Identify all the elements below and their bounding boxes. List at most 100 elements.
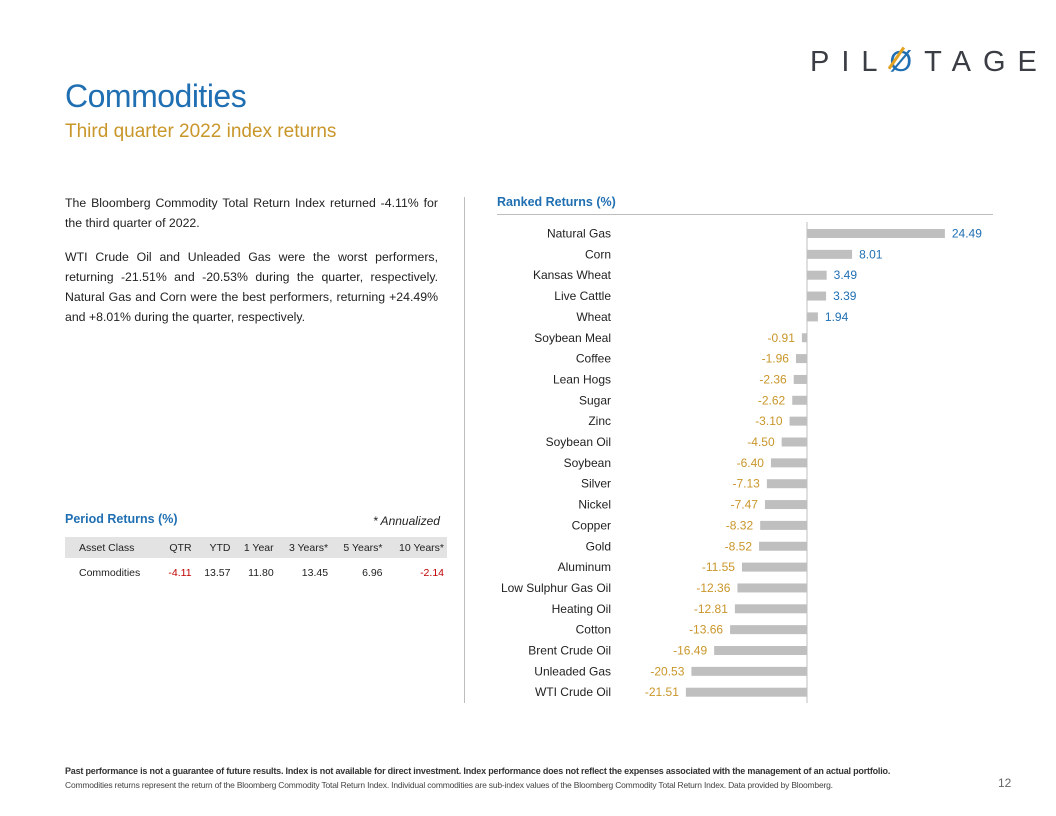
category-label: Unleaded Gas — [534, 664, 611, 678]
category-label: Low Sulphur Gas Oil — [501, 581, 611, 595]
data-label: -7.47 — [731, 498, 759, 512]
bar — [807, 270, 827, 280]
category-label: Zinc — [588, 414, 611, 428]
page-subtitle: Third quarter 2022 index returns — [65, 121, 337, 142]
category-label: Wheat — [576, 310, 611, 324]
category-label: Sugar — [579, 393, 611, 407]
bar — [760, 520, 807, 530]
table-cell: Commodities — [79, 567, 141, 579]
table-cell: -4.11 — [168, 567, 192, 579]
column-header: 5 Years* — [331, 537, 386, 558]
bar — [781, 437, 807, 447]
data-label: -12.81 — [694, 602, 728, 616]
data-label: 1.94 — [825, 310, 849, 324]
column-divider — [464, 197, 465, 703]
bar — [807, 249, 853, 259]
category-label: Silver — [581, 477, 611, 491]
category-label: Brent Crude Oil — [528, 644, 611, 658]
bar — [759, 541, 807, 551]
period-returns-title: Period Returns (%) — [65, 512, 178, 526]
bar — [741, 562, 807, 572]
data-label: -12.36 — [696, 581, 730, 595]
category-label: Lean Hogs — [553, 372, 611, 386]
data-label: 3.39 — [833, 289, 857, 303]
bar — [691, 666, 807, 676]
category-label: Kansas Wheat — [533, 268, 612, 282]
data-label: -11.55 — [702, 560, 735, 574]
table-cell: -2.14 — [420, 567, 444, 579]
data-label: -6.40 — [737, 456, 765, 470]
footer-note: Commodities returns represent the return… — [65, 780, 833, 790]
bar — [737, 583, 807, 593]
bar — [795, 354, 807, 364]
compass-icon: Ø — [889, 46, 925, 78]
data-label: -3.10 — [755, 414, 783, 428]
data-label: -2.36 — [759, 372, 787, 386]
category-label: Soybean Oil — [546, 435, 611, 449]
category-label: Aluminum — [558, 560, 611, 574]
summary-text: The Bloomberg Commodity Total Return Ind… — [65, 193, 438, 341]
data-label: 3.49 — [834, 268, 858, 282]
summary-paragraph-2: WTI Crude Oil and Unleaded Gas were the … — [65, 250, 438, 324]
column-header: Asset Class — [65, 537, 160, 558]
bar — [766, 479, 807, 489]
table-cell: 6.96 — [362, 567, 383, 579]
bar — [789, 416, 807, 426]
data-label: 8.01 — [859, 247, 883, 261]
category-label: Natural Gas — [547, 227, 611, 241]
table-cell: 13.57 — [204, 567, 231, 579]
column-header: YTD — [194, 537, 234, 558]
bar — [807, 312, 818, 322]
page-title: Commodities — [65, 78, 247, 114]
data-label: -8.52 — [725, 539, 753, 553]
category-label: Coffee — [576, 352, 611, 366]
data-label: -20.53 — [650, 664, 684, 678]
bar — [714, 646, 807, 655]
category-label: Heating Oil — [552, 602, 611, 616]
category-label: WTI Crude Oil — [535, 685, 611, 699]
category-label: Gold — [586, 539, 611, 553]
summary-paragraph-1: The Bloomberg Commodity Total Return Ind… — [65, 196, 438, 230]
category-label: Live Cattle — [554, 289, 611, 303]
data-label: -1.96 — [762, 352, 790, 366]
category-label: Soybean Meal — [534, 331, 611, 345]
column-header: 1 Year — [233, 537, 277, 558]
data-label: -4.50 — [747, 435, 775, 449]
page-number: 12 — [998, 776, 1012, 790]
table-header-row: Asset Class QTR YTD 1 Year 3 Years* 5 Ye… — [65, 537, 447, 558]
pilotage-logo: PILØTAGE — [810, 46, 1049, 78]
data-label: 24.49 — [952, 227, 982, 241]
category-label: Soybean — [564, 456, 611, 470]
bar — [685, 687, 807, 697]
footer-disclaimer: Past performance is not a guarantee of f… — [65, 766, 891, 776]
period-returns-table: Asset Class QTR YTD 1 Year 3 Years* 5 Ye… — [65, 537, 447, 588]
bar — [734, 604, 807, 614]
bar — [770, 458, 807, 468]
bar — [793, 374, 807, 384]
table-row: Commodities -4.11 13.57 11.80 13.45 6.96… — [65, 558, 447, 588]
ranked-returns-rule — [497, 214, 993, 215]
data-label: -13.66 — [689, 623, 723, 637]
ranked-returns-title: Ranked Returns (%) — [497, 195, 616, 209]
data-label: -8.32 — [726, 518, 754, 532]
bar — [807, 291, 827, 301]
table-cell: 11.80 — [248, 567, 274, 579]
table-cell: 13.45 — [301, 567, 329, 579]
data-label: -0.91 — [768, 331, 796, 345]
bar — [801, 333, 807, 343]
column-header: QTR — [159, 537, 195, 558]
column-header: 10 Years* — [385, 537, 447, 558]
bar — [764, 500, 807, 510]
category-label: Copper — [572, 518, 611, 532]
bar — [730, 625, 807, 635]
data-label: -16.49 — [673, 644, 707, 658]
data-label: -2.62 — [758, 393, 786, 407]
annualized-note: * Annualized — [373, 514, 440, 528]
data-label: -21.51 — [645, 685, 679, 699]
bar — [792, 395, 807, 405]
data-label: -7.13 — [732, 477, 760, 491]
column-header: 3 Years* — [276, 537, 332, 558]
bar — [807, 229, 945, 238]
category-label: Corn — [585, 247, 611, 261]
